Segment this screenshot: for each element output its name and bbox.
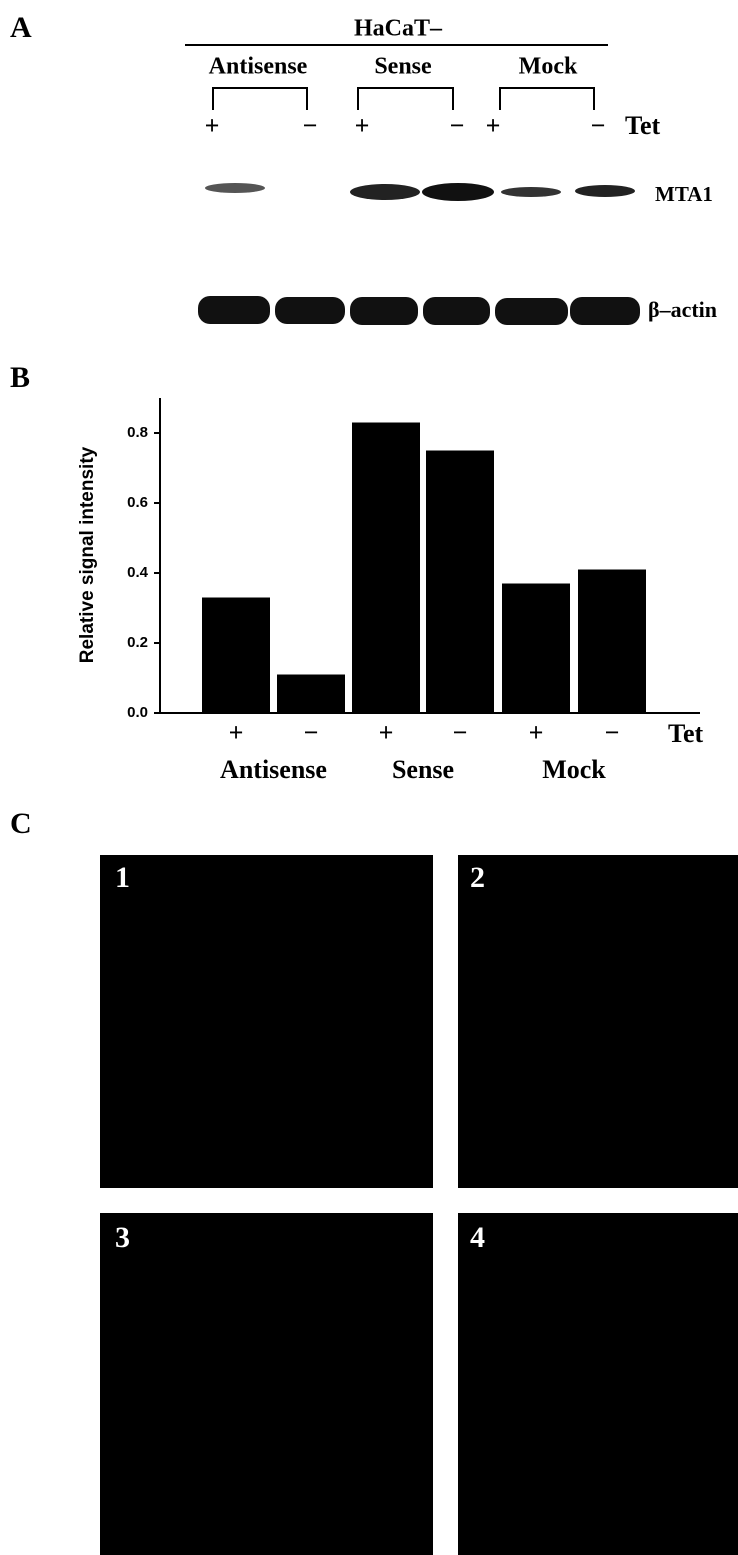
x-axis-label: Tet	[668, 719, 703, 748]
y-tick-label: 0.8	[127, 424, 148, 441]
panel-letter: A	[10, 11, 32, 44]
lane-sign: −	[303, 111, 318, 140]
group-label: Sense	[392, 755, 454, 784]
y-tick-label: 0.2	[127, 634, 148, 651]
x-tick-label: −	[605, 718, 620, 747]
actin-blot	[198, 296, 640, 325]
group-label: Sense	[374, 54, 432, 80]
micrograph	[458, 855, 738, 1188]
bar	[426, 450, 494, 713]
panel-letter: C	[10, 807, 32, 840]
micrograph	[100, 1213, 433, 1555]
blot-title: HaCaT–	[354, 16, 443, 42]
micrograph	[100, 855, 433, 1188]
x-tick-label: +	[529, 718, 544, 747]
y-tick-label: 0.6	[127, 494, 148, 511]
bar	[277, 674, 345, 713]
bar	[578, 569, 646, 713]
y-axis-label: Relative signal intensity	[77, 446, 98, 663]
mta1-blot	[205, 183, 635, 201]
lane-sign: +	[486, 111, 501, 140]
lane-sign: −	[450, 111, 465, 140]
x-tick-label: −	[304, 718, 319, 747]
lane-sign: +	[205, 111, 220, 140]
row-label: β–actin	[648, 297, 717, 322]
x-tick-label: +	[229, 718, 244, 747]
lane-sign: +	[355, 111, 370, 140]
bar	[352, 422, 420, 713]
group-label: Mock	[542, 755, 606, 784]
image-number: 3	[115, 1221, 130, 1254]
image-number: 2	[470, 861, 485, 894]
lane-sign: −	[591, 111, 606, 140]
row-label: MTA1	[655, 182, 713, 206]
image-number: 1	[115, 861, 130, 894]
bar	[502, 583, 570, 713]
x-tick-label: +	[379, 718, 394, 747]
y-tick-label: 0.0	[127, 704, 148, 721]
panel-letter: B	[10, 361, 30, 394]
micrograph	[458, 1213, 738, 1555]
group-label: Mock	[519, 54, 578, 80]
image-number: 4	[470, 1221, 485, 1254]
y-tick-label: 0.4	[127, 564, 149, 581]
group-label: Antisense	[209, 54, 308, 80]
x-tick-label: −	[453, 718, 468, 747]
bracket	[212, 87, 595, 110]
group-label: Antisense	[220, 755, 327, 784]
treatment-label: Tet	[625, 111, 660, 140]
bar	[202, 597, 270, 713]
